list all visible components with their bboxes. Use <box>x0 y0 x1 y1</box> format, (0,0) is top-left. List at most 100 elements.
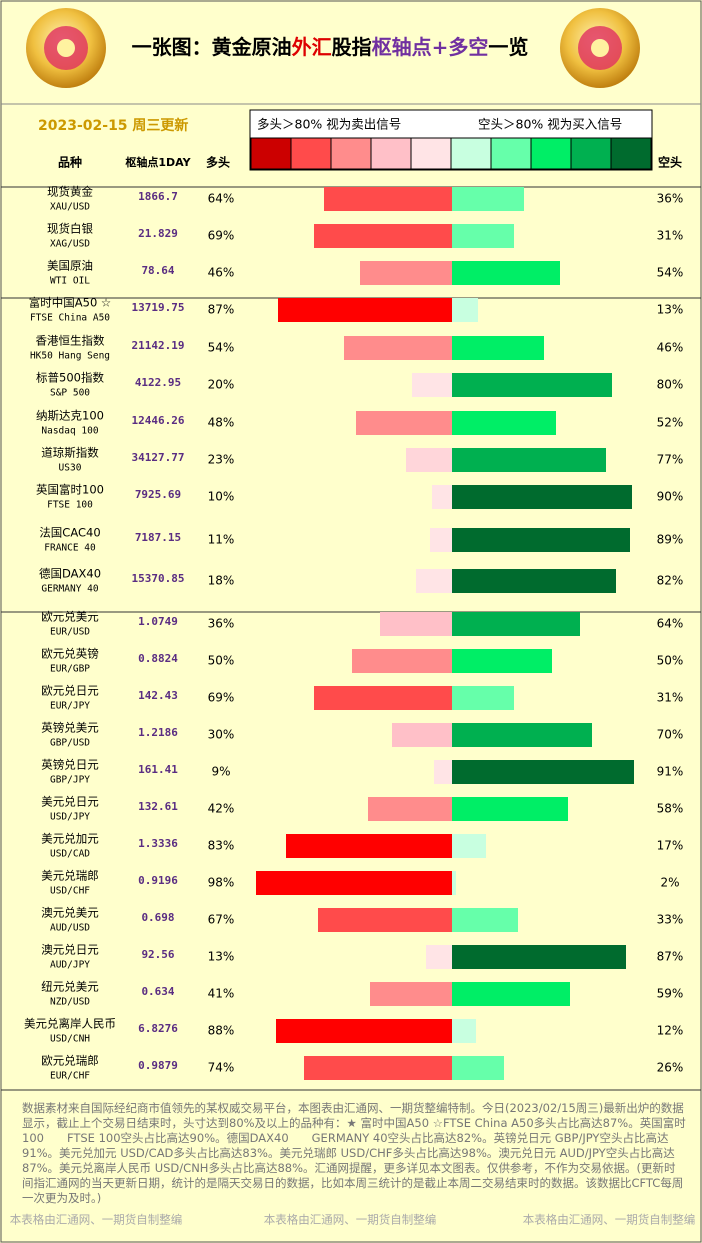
row-name: 澳元兑日元 <box>41 943 99 957</box>
row-code: FTSE 100 <box>47 500 93 511</box>
value-label: 2% <box>660 876 679 890</box>
legend-text: 空头＞80% 视为买入信号 <box>478 117 622 132</box>
credit: 本表格由汇通网、一期货自制整编 <box>10 1213 183 1227</box>
row-name: 欧元兑日元 <box>41 684 99 698</box>
pivot: 15370.85 <box>132 572 185 585</box>
pivot: 0.634 <box>141 985 174 998</box>
value-label: 13% <box>208 950 235 964</box>
long-bar <box>392 723 452 747</box>
legend-swatch <box>610 137 652 170</box>
value-label: 77% <box>657 453 684 467</box>
row-code: AUD/JPY <box>50 960 90 971</box>
value-label: 36% <box>657 192 684 206</box>
value-label: 82% <box>657 574 684 588</box>
title-part: 股指 <box>332 35 372 59</box>
row-code: USD/JPY <box>50 812 90 823</box>
credit: 本表格由汇通网、一期货自制整编 <box>523 1213 696 1227</box>
value-label: 9% <box>211 765 230 779</box>
row-name: 纽元兑美元 <box>41 980 99 994</box>
long-bar <box>314 686 452 710</box>
value-label: 17% <box>657 839 684 853</box>
value-label: 50% <box>208 654 235 668</box>
short-bar <box>452 1019 476 1043</box>
value-label: 83% <box>208 839 235 853</box>
column-header: 枢轴点1DAY <box>125 155 191 169</box>
value-label: 87% <box>208 303 235 317</box>
row-code: GBP/USD <box>50 738 90 749</box>
pivot: 21.829 <box>138 227 178 240</box>
short-bar <box>452 797 568 821</box>
long-bar <box>412 373 452 397</box>
value-label: 59% <box>657 987 684 1001</box>
short-bar <box>452 569 616 593</box>
long-bar <box>426 945 452 969</box>
legend-text: 多头＞80% 视为卖出信号 <box>257 117 401 132</box>
short-bar <box>452 528 630 552</box>
value-label: 67% <box>208 913 235 927</box>
pivot: 132.61 <box>138 800 178 813</box>
value-label: 11% <box>208 533 235 547</box>
value-label: 69% <box>208 691 235 705</box>
long-bar <box>360 261 452 285</box>
row-name: 欧元兑瑞郎 <box>41 1054 99 1068</box>
row-code: XAG/USD <box>50 239 90 250</box>
value-label: 48% <box>208 416 235 430</box>
value-label: 36% <box>208 617 235 631</box>
row-code: EUR/CHF <box>50 1071 90 1082</box>
value-label: 90% <box>657 490 684 504</box>
short-bar <box>452 485 632 509</box>
row-code: AUD/USD <box>50 923 90 934</box>
long-bar <box>278 298 452 322</box>
pivot: 0.9196 <box>138 874 178 887</box>
legend-swatch <box>370 137 412 170</box>
row-code: EUR/GBP <box>50 664 90 675</box>
value-label: 80% <box>657 378 684 392</box>
row-code: USD/CHF <box>50 886 90 897</box>
value-label: 33% <box>657 913 684 927</box>
long-bar <box>352 649 452 673</box>
short-bar <box>452 945 626 969</box>
value-label: 70% <box>657 728 684 742</box>
value-label: 18% <box>208 574 235 588</box>
value-label: 46% <box>657 341 684 355</box>
row-code: EUR/JPY <box>50 701 90 712</box>
row-name: 英国富时100 <box>36 483 104 497</box>
pivot: 7925.69 <box>135 488 181 501</box>
row-name: 标普500指数 <box>36 371 104 385</box>
row-name: 美元兑日元 <box>41 795 99 809</box>
value-label: 54% <box>657 266 684 280</box>
footnote: 数据素材来自国际经纪商市值领先的某权威交易平台，本图表由汇通网、一期货整编特制。… <box>22 1101 686 1205</box>
short-bar <box>452 448 606 472</box>
value-label: 87% <box>657 950 684 964</box>
long-bar <box>314 224 452 248</box>
update-date: 2023-02-15 周三更新 <box>38 117 188 134</box>
value-label: 64% <box>208 192 235 206</box>
title-part: 外汇 <box>292 35 332 59</box>
row-code: HK50 Hang Seng <box>30 351 110 362</box>
pivot: 0.9879 <box>138 1059 178 1072</box>
legend-swatch <box>530 137 572 170</box>
row-code: EUR/USD <box>50 627 90 638</box>
pivot: 1.3336 <box>138 837 178 850</box>
row-name: 欧元兑美元 <box>41 610 99 624</box>
legend-entry: 多头 <box>206 155 230 170</box>
long-bar <box>276 1019 452 1043</box>
short-bar <box>452 1056 504 1080</box>
emblem-left <box>26 8 106 88</box>
value-label: 69% <box>208 229 235 243</box>
short-bar <box>452 871 456 895</box>
row-name: 英镑兑日元 <box>41 758 99 772</box>
pivot: 34127.77 <box>132 451 185 464</box>
short-bar <box>452 612 580 636</box>
row-code: US30 <box>59 463 82 474</box>
value-label: 23% <box>208 453 235 467</box>
pivot: 161.41 <box>138 763 178 776</box>
short-bar <box>452 411 556 435</box>
row-name: 美国原油 <box>47 259 93 273</box>
pivot: 78.64 <box>141 264 174 277</box>
pivot: 6.8276 <box>138 1022 178 1035</box>
long-bar <box>304 1056 452 1080</box>
long-bar <box>356 411 452 435</box>
